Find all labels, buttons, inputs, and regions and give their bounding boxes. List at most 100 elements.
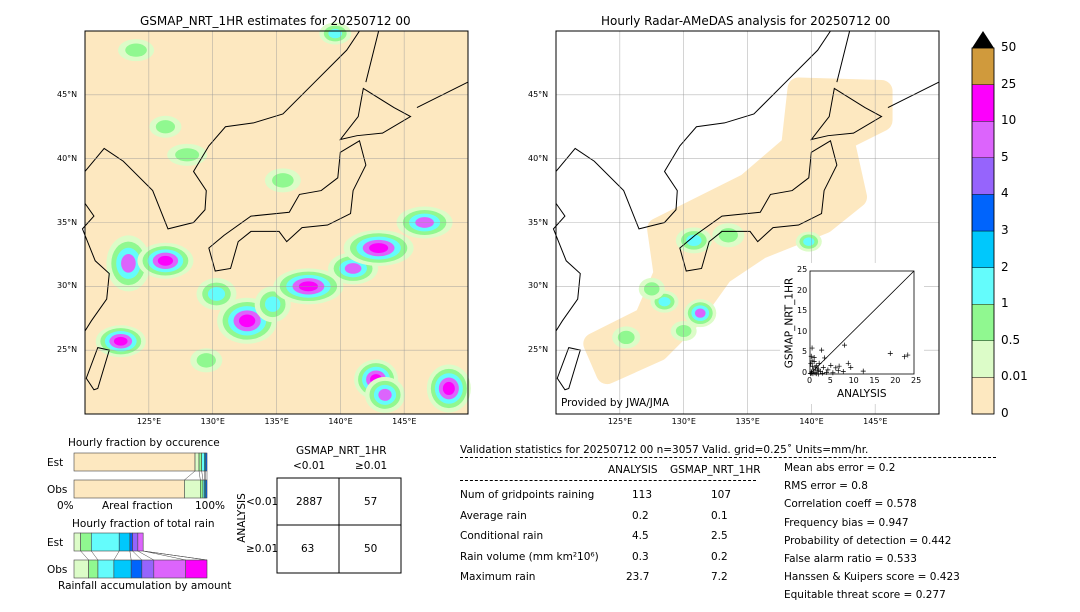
data-credit: Provided by JWA/JMA xyxy=(561,397,670,409)
left-map-china-coastline xyxy=(81,203,110,332)
right-map-lon-tick: 135°E xyxy=(735,417,760,426)
total-rain-obs-segment xyxy=(153,559,187,579)
scatter-point xyxy=(809,364,815,370)
scatter-point xyxy=(828,362,834,368)
stats-row-analysis: 0.3 xyxy=(632,550,649,563)
right-map-lon-tick: 140°E xyxy=(799,417,824,426)
right-map-china-coastline xyxy=(552,203,581,332)
scatter-xlabel: ANALYSIS xyxy=(837,388,887,400)
scatter-point xyxy=(819,347,825,353)
occurrence-obs-segment xyxy=(205,479,208,499)
total-rain-est-label: Est xyxy=(47,537,64,549)
stats-score: False alarm ratio = 0.533 xyxy=(784,553,917,565)
scatter-point xyxy=(811,359,817,365)
total-rain-xlabel: Rainfall accumulation by amount xyxy=(58,580,232,592)
stats-row-label: Maximum rain xyxy=(460,571,536,583)
stats-score: Probability of detection = 0.442 xyxy=(784,534,952,547)
right-map-rain-cell-5-level-2 xyxy=(643,282,660,296)
contingency-col2: ≥0.01 xyxy=(355,460,388,472)
occurrence-connector xyxy=(198,470,201,481)
scatter-x-tick: 25 xyxy=(911,376,922,385)
scatter-point xyxy=(812,365,818,371)
contingency-row1: <0.01 xyxy=(246,496,279,508)
left-map-rain-cell-4-level-3 xyxy=(264,296,281,312)
total-rain-connector xyxy=(129,550,132,561)
right-map-hokkaido-coastline xyxy=(810,87,883,141)
total-rain-title: Hourly fraction of total rain xyxy=(72,518,215,530)
stats-row-analysis: 4.5 xyxy=(632,530,649,542)
right-map-lon-tick: 145°E xyxy=(863,417,888,426)
right-map-frame xyxy=(555,30,940,415)
occurrence-obs-segment xyxy=(73,479,185,499)
scatter-x-tick: 5 xyxy=(827,376,833,385)
stats-score: Correlation coeff = 0.578 xyxy=(784,498,917,511)
left-map-asia-coastline xyxy=(84,30,360,230)
left-map-rain-cell-0-level-4 xyxy=(121,254,136,273)
occurrence-est-segment xyxy=(73,452,196,472)
colorbar-label: 2 xyxy=(1001,259,1009,274)
colorbar-segment xyxy=(971,157,995,195)
right-map-lon-tick: 130°E xyxy=(671,417,696,426)
colorbar-frame xyxy=(971,47,995,415)
stats-score: RMS error = 0.8 xyxy=(784,480,868,493)
left-map-rain-cell-7-level-5 xyxy=(369,243,389,253)
scatter-point xyxy=(809,345,815,351)
scatter-point xyxy=(836,363,842,369)
stats-col-gsmap: GSMAP_NRT_1HR xyxy=(670,464,761,476)
occurrence-xlabel: Areal fraction xyxy=(102,500,173,512)
stats-col-analysis: ANALYSIS xyxy=(608,464,658,476)
colorbar-segment xyxy=(971,340,995,378)
left-map-rain-cell-18-level-2 xyxy=(175,148,200,162)
occurrence-connector xyxy=(201,470,204,481)
right-map-rain-cell-3-level-3 xyxy=(658,296,671,307)
scatter-point xyxy=(830,370,836,376)
scatter-x-tick: 10 xyxy=(848,376,859,385)
left-map-lat-tick: 30°N xyxy=(57,281,78,291)
total-rain-connector xyxy=(91,550,99,561)
scatter-point xyxy=(808,353,814,359)
contingency-c: 63 xyxy=(301,543,315,555)
right-map-lon-tick: 125°E xyxy=(607,417,633,426)
occurrence-est-label: Est xyxy=(47,457,64,469)
left-map-rain-cell-1-level-5 xyxy=(157,255,174,266)
colorbar-segment xyxy=(971,230,995,268)
scatter-x-tick: 15 xyxy=(869,376,880,385)
contingency-col1: <0.01 xyxy=(293,460,326,472)
right-map-lat-tick: 25°N xyxy=(528,345,549,355)
scatter-y-tick: 10 xyxy=(797,326,808,336)
right-map-asia-coastline xyxy=(555,30,831,230)
occurrence-obs-segment xyxy=(184,479,201,499)
right-map-rain-cell-0-level-3 xyxy=(686,234,702,246)
occurrence-x1: 100% xyxy=(195,500,226,512)
scatter-point xyxy=(809,358,815,364)
scatter-point xyxy=(845,360,851,366)
total-rain-obs-segment xyxy=(130,559,143,579)
total-rain-connector xyxy=(132,550,143,561)
left-map-taiwan-coastline xyxy=(85,347,110,391)
scatter-y-tick: 20 xyxy=(797,285,808,295)
left-map-title: GSMAP_NRT_1HR estimates for 20250712 00 xyxy=(140,14,411,28)
colorbar-label: 0 xyxy=(1001,406,1009,420)
occurrence-obs-label: Obs xyxy=(47,484,68,496)
scatter-point xyxy=(860,368,866,374)
left-map-rain-cell-2-level-3 xyxy=(207,287,226,301)
left-map-rain-cell-15-level-3 xyxy=(328,28,343,39)
scatter-y-tick: 25 xyxy=(797,265,808,274)
stats-row-analysis: 23.7 xyxy=(626,571,650,583)
colorbar-label: 1 xyxy=(1001,296,1009,311)
stats-row-label: Average rain xyxy=(460,509,527,522)
colorbar-segment xyxy=(971,120,995,158)
total-rain-est-segment xyxy=(129,532,133,552)
scatter-point xyxy=(816,360,822,366)
total-rain-connector xyxy=(143,550,208,561)
scatter-point xyxy=(901,354,907,360)
total-rain-obs-segment xyxy=(141,559,155,579)
left-map-rain-cell-17-level-2 xyxy=(125,43,147,57)
scatter-point xyxy=(842,342,848,348)
scatter-point xyxy=(833,365,839,371)
colorbar-label: 25 xyxy=(1001,76,1017,91)
stats-score: Mean abs error = 0.2 xyxy=(784,462,896,474)
right-map-lat-tick: 35°N xyxy=(528,217,549,227)
left-map-lon-tick: 140°E xyxy=(328,417,353,426)
